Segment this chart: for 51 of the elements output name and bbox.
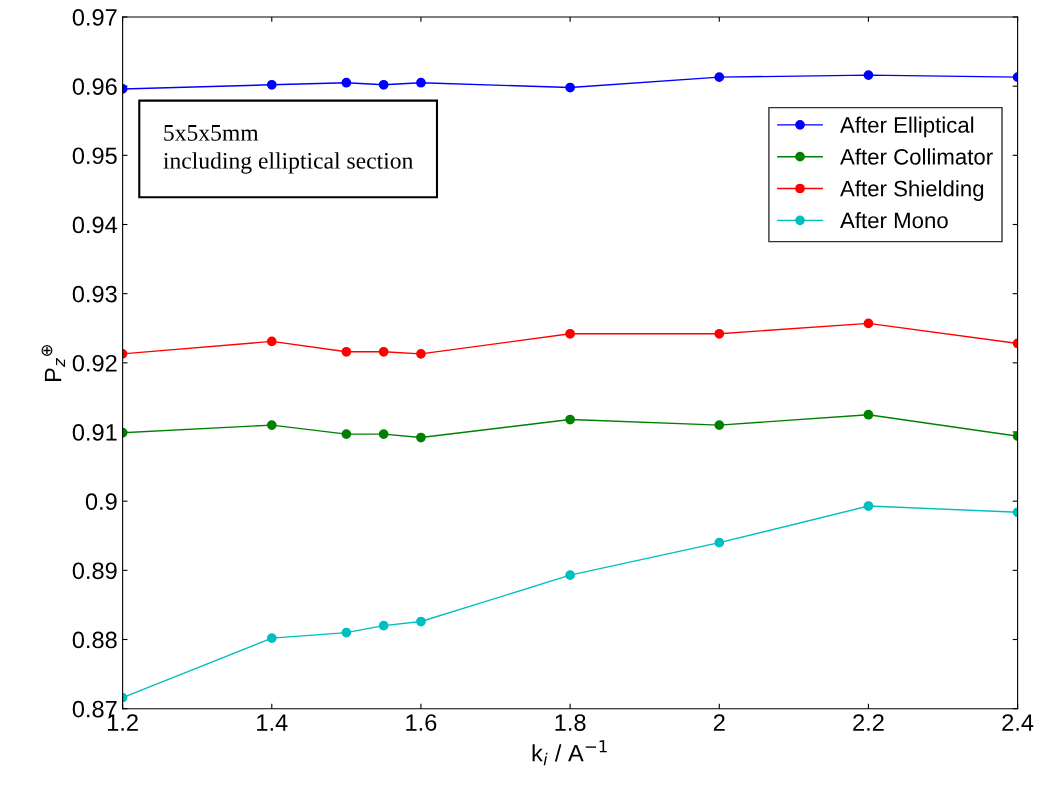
x-tick-label: 2.4 [1002,714,1034,731]
x-tick-label: 2.2 [853,714,884,731]
point [341,627,352,638]
legend-label: After Collimator [840,148,993,165]
legend-label: After Mono [840,212,948,229]
legend-label: After Shielding [840,180,984,201]
point [863,409,874,420]
point [378,346,389,357]
x-tick-label: 1.4 [257,714,288,731]
x-tick-label: 1.8 [555,714,586,731]
y-tick-label: 0.91 [72,424,117,441]
point [565,570,575,581]
y-tick-label: 0.95 [72,147,117,165]
y-tick-label: 0.96 [72,78,117,95]
annotation: 5x5x5mm including elliptical section [163,125,414,174]
point [714,537,725,548]
point [266,336,277,347]
y-tick-label: 0.9 [85,493,117,510]
point [378,79,389,90]
point [565,328,575,339]
point [341,346,352,357]
y-axis-title: P$_{z}$$^{⊕}$ [41,345,66,381]
y-tick-label: 0.94 [72,216,118,234]
y-tick-label: 0.89 [72,562,117,580]
point [416,616,426,627]
point [266,79,277,90]
y-tick-label: 0.88 [72,631,117,649]
y-tick-label: 0.93 [72,285,117,303]
point [565,82,575,93]
point [416,77,426,88]
point [341,429,352,439]
point [416,348,426,359]
point [863,501,874,511]
point [378,429,389,439]
point [266,633,277,643]
point [416,432,426,443]
point [863,70,874,80]
point [565,414,575,425]
point [714,328,725,339]
point [714,420,725,430]
y-tick-label: 0.97 [72,9,117,26]
x-tick-label: 1.6 [406,714,437,731]
x-axis-title: k$_{i}$ / A$^{−1}$ [532,740,607,766]
point [714,72,725,83]
point [378,620,389,631]
legend-label: After Elliptical [840,116,974,138]
point [266,420,277,430]
x-tick-label: 2 [713,714,725,731]
point [341,77,352,88]
point [863,318,874,329]
y-tick-label: 0.92 [72,354,117,372]
